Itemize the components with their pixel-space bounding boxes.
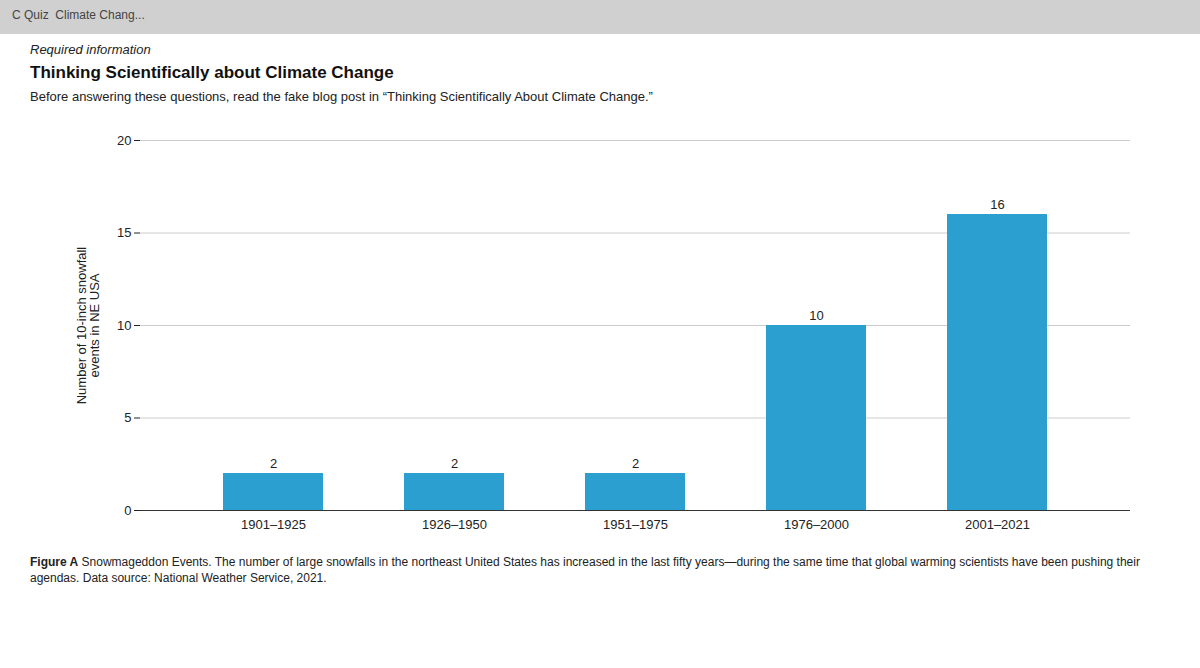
svg-text:20: 20 [117, 133, 131, 148]
html-text:C Quiz Climate Chang...: C Quiz Climate Chang... [12, 8, 145, 22]
svg-text:2: 2 [270, 456, 277, 471]
svg-text:15: 15 [117, 225, 131, 240]
svg-text:10: 10 [809, 308, 823, 323]
html-text:Before answering these questio: Before answering these questions, read t… [30, 89, 653, 104]
svg-text:2: 2 [632, 456, 639, 471]
svg-text:1901–1925: 1901–1925 [241, 517, 306, 532]
svg-text:1976–2000: 1976–2000 [784, 517, 849, 532]
svg-text:16: 16 [990, 197, 1004, 212]
svg-text:Number of 10-inch snowfalleven: Number of 10-inch snowfallevents in NE U… [74, 247, 102, 405]
svg-text:2: 2 [451, 456, 458, 471]
svg-text:1951–1975: 1951–1975 [603, 517, 668, 532]
html-text:Required information: Required information [30, 42, 151, 57]
svg-text:1926–1950: 1926–1950 [422, 517, 487, 532]
html-text:Thinking Scientifically about: Thinking Scientifically about Climate Ch… [30, 63, 394, 82]
svg-text:10: 10 [117, 318, 131, 333]
svg-text:5: 5 [124, 410, 131, 425]
svg-text:2001–2021: 2001–2021 [965, 517, 1030, 532]
svg-text:0: 0 [124, 503, 131, 518]
html-text:Figure A Snowmageddon Events.: Figure A Snowmageddon Events. The number… [30, 555, 1140, 586]
